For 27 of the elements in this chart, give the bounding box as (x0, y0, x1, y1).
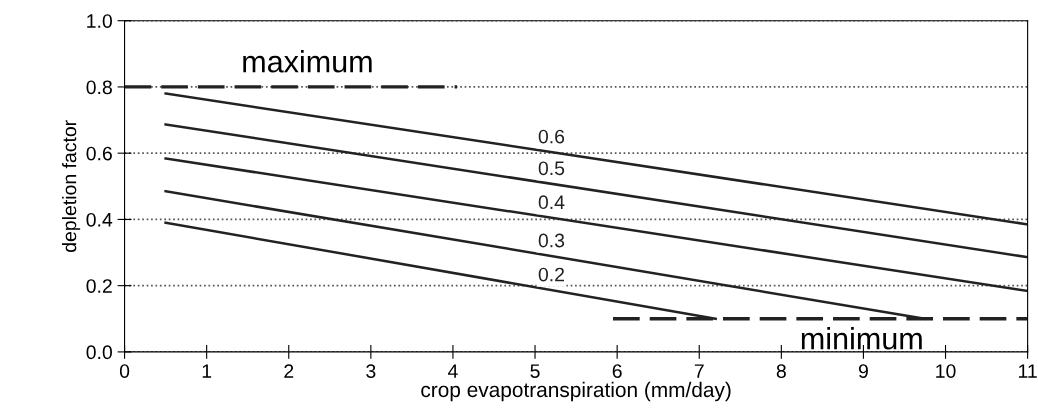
x-tick-label: 7 (694, 364, 704, 378)
annotation: maximum (243, 50, 372, 73)
series-label: 0.3 (538, 233, 565, 248)
x-tick-label: 3 (366, 364, 376, 378)
series-label: 0.5 (538, 161, 565, 176)
y-tick-label: 0.0 (86, 345, 112, 360)
y-tick-label: 0.6 (86, 146, 112, 161)
annotation: minimum (801, 327, 922, 350)
x-tick-label: 4 (447, 364, 458, 378)
series-label: 0.4 (538, 195, 565, 210)
x-tick-label: 2 (284, 364, 294, 378)
x-tick-label: 6 (612, 364, 622, 378)
series-label: 0.2 (538, 267, 564, 282)
y-tick-label: 1.0 (87, 14, 112, 28)
x-tick-label: 10 (936, 364, 956, 378)
y-tick-label: 0.4 (86, 212, 113, 227)
y-axis-title: depletion factor (62, 120, 81, 252)
series-label: 0.6 (538, 129, 565, 144)
x-tick-label: 9 (858, 364, 868, 378)
x-tick-label: 1 (202, 364, 212, 378)
y-tick-label: 0.8 (86, 80, 112, 95)
x-tick-label: 8 (776, 364, 786, 378)
x-tick-label: 0 (119, 364, 130, 378)
y-tick-label: 0.2 (86, 279, 112, 293)
x-axis-title: crop evapotranspiration (mm/day) (421, 381, 731, 402)
x-tick-label: 11 (1019, 364, 1037, 378)
x-tick-label: 5 (530, 364, 540, 378)
